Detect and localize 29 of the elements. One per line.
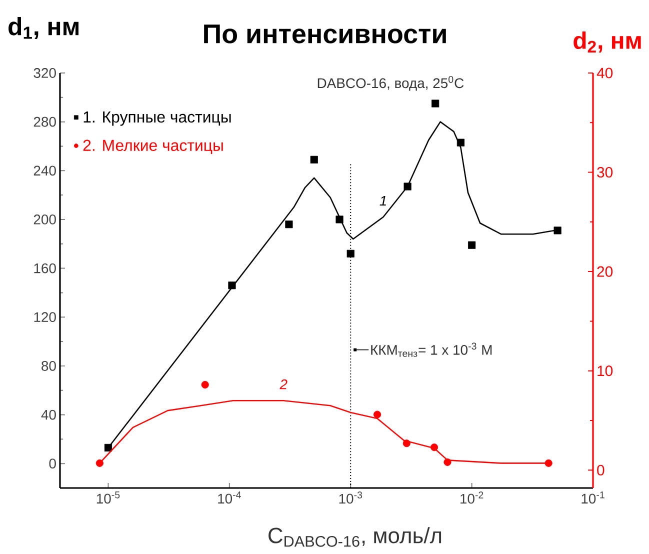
chart-title: По интенсивности xyxy=(204,24,446,44)
x-tick-label: 10$^{-4}$ xyxy=(218,492,241,504)
series-label: 2 xyxy=(280,379,288,390)
y-tick-label: 240 xyxy=(34,166,56,176)
y-tick-label: 320 xyxy=(34,68,56,78)
y2-tick-label: 30 xyxy=(597,166,613,178)
x-tick-label: 10$^{-1}$ xyxy=(582,492,604,504)
y-tick-label: 160 xyxy=(34,263,56,274)
y2-axis-title: d$_{2}$, нм xyxy=(574,31,641,53)
legend-label: 1. Крупные частицы xyxy=(84,112,231,126)
x-tick-label: 10$^{-5}$ xyxy=(96,492,120,504)
y2-tick-label: 40 xyxy=(596,68,613,78)
y-tick-label: 200 xyxy=(34,214,56,224)
legend-label: 2. Мелкие частицы xyxy=(83,140,223,154)
y-tick-label: 80 xyxy=(42,360,56,371)
x-tick-label: 10$^{-2}$ xyxy=(460,492,484,504)
y2-tick-label: 0 xyxy=(597,464,604,476)
y-tick-label: 120 xyxy=(34,312,56,322)
y-tick-label: 280 xyxy=(34,116,56,127)
y2-tick-label: 10 xyxy=(598,366,613,376)
x-tick-label: 10$^{-3}$ xyxy=(339,492,362,504)
ref-line-label: ККМ$_{тенз}$= 1 x 10$^{-3}$ M xyxy=(371,342,492,357)
series-label: 1 xyxy=(380,196,386,206)
y-tick-label: 0 xyxy=(49,458,56,469)
y-axis-title: d$_{1}$, нм xyxy=(8,17,78,39)
y2-tick-label: 20 xyxy=(597,266,613,277)
annotation: DABCO-16, вода, 25$^{0}$C xyxy=(318,76,464,91)
y-tick-label: 40 xyxy=(41,410,56,420)
x-axis-title: C$_{DABCO-16}$, моль/л xyxy=(268,527,442,547)
